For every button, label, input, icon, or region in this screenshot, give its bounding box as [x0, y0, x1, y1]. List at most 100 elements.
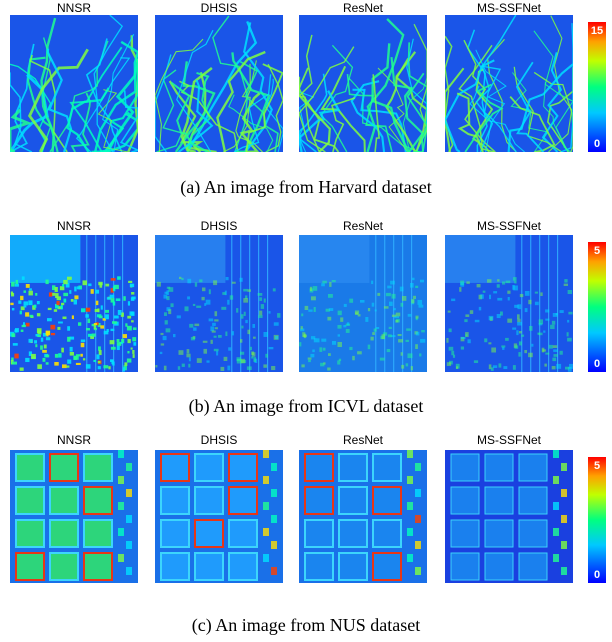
method-label: MS-SSFNet — [477, 433, 542, 447]
texture — [161, 553, 189, 580]
texture — [98, 366, 101, 369]
method-label: NNSR — [57, 219, 91, 233]
texture — [105, 310, 109, 313]
texture — [62, 364, 67, 368]
texture — [339, 454, 367, 481]
texture — [16, 280, 18, 284]
texture — [221, 307, 226, 310]
texture — [449, 347, 454, 351]
texture — [501, 345, 505, 347]
texture — [243, 298, 248, 303]
texture — [126, 541, 132, 549]
texture — [373, 520, 401, 547]
texture — [71, 299, 74, 302]
texture — [271, 541, 277, 549]
texture — [123, 334, 127, 338]
texture — [103, 365, 108, 368]
texture — [128, 339, 131, 343]
texture — [259, 297, 262, 301]
texture — [252, 324, 255, 328]
texture — [419, 353, 421, 356]
texture — [310, 287, 312, 291]
texture — [128, 301, 130, 305]
texture — [420, 280, 424, 283]
texture — [57, 301, 60, 305]
texture — [271, 463, 277, 471]
texture — [221, 367, 225, 371]
texture — [224, 357, 228, 361]
texture — [564, 284, 568, 286]
texture — [449, 329, 452, 333]
texture — [127, 351, 129, 353]
method-label: DHSIS — [201, 433, 238, 447]
texture — [72, 315, 74, 319]
texture — [63, 317, 67, 320]
texture — [132, 350, 134, 354]
texture — [73, 356, 77, 360]
texture — [248, 289, 251, 292]
caption: (b) An image from ICVL dataset — [189, 396, 424, 417]
texture — [29, 339, 33, 343]
texture — [74, 300, 77, 305]
texture — [67, 277, 72, 280]
texture — [415, 286, 418, 288]
colorbar-max: 5 — [594, 245, 600, 257]
texture — [271, 366, 275, 370]
texture — [84, 520, 112, 547]
texture — [37, 301, 40, 304]
texture — [553, 554, 559, 562]
texture — [553, 476, 559, 484]
texture — [215, 311, 218, 316]
texture — [85, 314, 88, 318]
texture — [166, 328, 171, 332]
texture — [263, 554, 269, 562]
texture — [26, 284, 30, 288]
texture — [263, 502, 269, 510]
texture — [18, 301, 21, 304]
texture — [84, 487, 112, 514]
texture — [211, 340, 213, 344]
texture — [499, 363, 502, 367]
texture — [86, 328, 90, 330]
texture — [91, 289, 94, 294]
texture — [179, 350, 184, 355]
texture — [214, 349, 219, 351]
texture — [274, 322, 279, 325]
texture — [259, 311, 262, 316]
texture — [88, 284, 91, 287]
texture — [116, 298, 121, 301]
colorbar-max: 5 — [594, 460, 600, 472]
texture — [540, 292, 542, 296]
error-map — [299, 235, 427, 372]
texture — [512, 285, 514, 290]
texture — [553, 450, 559, 458]
texture — [395, 320, 398, 323]
texture — [94, 325, 96, 329]
texture — [339, 520, 367, 547]
texture — [311, 296, 316, 300]
texture — [507, 319, 512, 323]
texture — [384, 306, 389, 308]
texture — [195, 520, 223, 547]
texture — [410, 283, 414, 288]
texture — [550, 325, 555, 329]
texture — [13, 343, 18, 346]
texture — [508, 297, 510, 300]
texture — [63, 293, 68, 296]
texture — [178, 366, 180, 370]
texture — [418, 300, 423, 305]
texture — [515, 345, 519, 348]
texture — [386, 293, 391, 296]
texture — [373, 454, 401, 481]
texture — [46, 280, 49, 284]
texture — [186, 354, 190, 358]
texture — [61, 303, 64, 305]
texture — [163, 336, 167, 340]
texture — [340, 317, 343, 321]
texture — [188, 364, 190, 368]
texture — [338, 342, 342, 347]
texture — [313, 286, 318, 291]
error-map — [155, 15, 283, 152]
texture — [489, 295, 491, 299]
method-label: MS-SSFNet — [477, 1, 542, 15]
